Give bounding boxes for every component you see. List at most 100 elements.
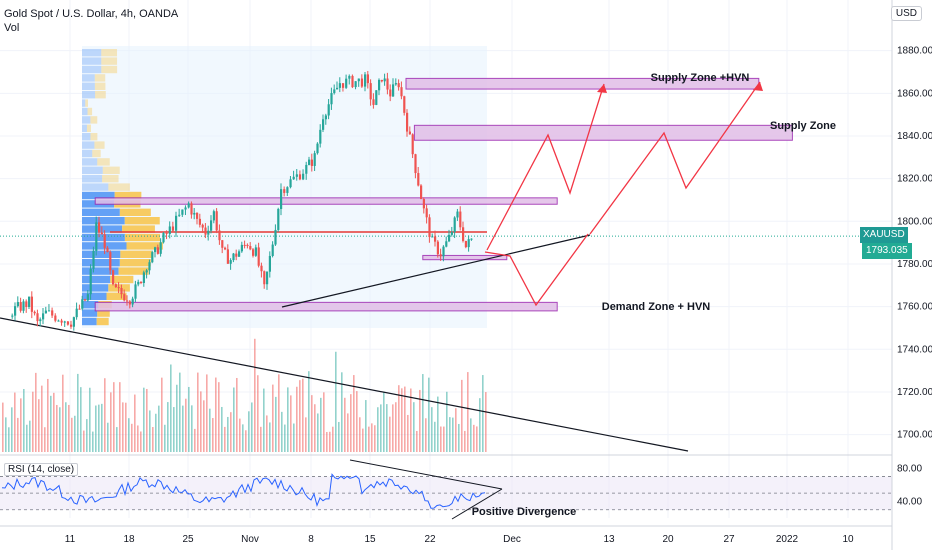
price-tag-value: 1793.035 — [862, 243, 912, 259]
volume-bar — [89, 387, 91, 452]
candle-down — [436, 241, 439, 255]
volume-bar — [323, 392, 325, 452]
candle-up — [289, 179, 292, 188]
candle-up — [383, 78, 386, 82]
candle-up — [89, 268, 92, 295]
price-tick-label: 1860.00 — [897, 88, 932, 99]
candle-down — [283, 189, 286, 193]
candle-up — [467, 239, 470, 248]
volume-bar — [86, 419, 88, 452]
candle-down — [369, 83, 372, 100]
volume-bar — [209, 408, 211, 452]
profile-row-up — [82, 292, 107, 300]
candle-up — [232, 253, 235, 261]
volume-bar — [116, 427, 118, 452]
volume-bar — [254, 338, 256, 452]
candle-down — [257, 247, 260, 266]
volume-bar — [98, 404, 100, 452]
candle-down — [221, 240, 224, 248]
candle-up — [137, 281, 140, 285]
profile-row-down — [120, 250, 152, 258]
volume-bar — [317, 413, 319, 452]
candle-down — [128, 301, 131, 305]
candle-up — [327, 104, 330, 116]
rsi-panel — [0, 459, 892, 520]
candle-down — [196, 212, 199, 219]
volume-bar — [365, 400, 367, 452]
volume-bar — [269, 422, 271, 452]
candle-up — [280, 189, 283, 210]
projection-arrows — [484, 81, 763, 307]
candle-up — [86, 294, 89, 301]
candle-down — [464, 240, 467, 248]
candle-down — [389, 89, 392, 97]
candle-down — [380, 79, 383, 82]
candle-up — [456, 211, 459, 218]
chart-title: Gold Spot / U.S. Dollar, 4h, OANDA — [4, 8, 179, 20]
volume-bar — [347, 413, 349, 452]
candle-up — [44, 310, 47, 314]
profile-row-up — [82, 166, 103, 174]
volume-bar — [449, 417, 451, 452]
candle-up — [324, 115, 327, 120]
volume-bar — [293, 423, 295, 452]
profile-row-up — [82, 49, 102, 57]
candle-up — [11, 315, 14, 317]
volume-bar — [35, 372, 37, 452]
candle-down — [226, 249, 229, 264]
volume-bar — [125, 402, 127, 452]
zone-box — [422, 254, 508, 261]
volume-bar — [212, 418, 214, 452]
volume-bar — [188, 386, 190, 452]
volume-bar — [38, 399, 40, 452]
candle-down — [417, 173, 420, 186]
time-tick-label: 22 — [424, 534, 436, 545]
volume-bar — [251, 402, 253, 452]
candle-up — [453, 217, 456, 233]
volume-bar — [383, 391, 385, 452]
profile-row-up — [82, 317, 97, 326]
volume-bar — [329, 431, 331, 452]
volume-bar — [314, 404, 316, 452]
volume-bar — [467, 372, 469, 452]
volume-bar — [161, 377, 163, 452]
candle-down — [366, 74, 369, 84]
profile-row-up — [82, 141, 95, 149]
candle-up — [229, 260, 232, 264]
candle-down — [235, 253, 238, 257]
profile-row-up — [82, 149, 93, 158]
candle-up — [154, 247, 157, 253]
candle-down — [263, 271, 266, 285]
profile-row-down — [94, 82, 106, 90]
candle-up — [14, 306, 17, 316]
volume-bar — [443, 426, 445, 452]
projection-path-1 — [484, 233, 589, 307]
currency-button[interactable]: USD — [890, 6, 922, 21]
volume-bar — [461, 379, 463, 452]
candle-down — [218, 230, 221, 241]
time-tick-label: 25 — [182, 534, 194, 545]
price-tick-label: 1760.00 — [897, 302, 932, 313]
volume-bar — [320, 397, 322, 452]
volume-bar — [8, 427, 10, 452]
volume-bar — [146, 388, 148, 452]
profile-row-down — [92, 149, 101, 158]
candle-up — [266, 271, 269, 285]
candle-up — [238, 251, 241, 257]
volume-bar — [362, 428, 364, 452]
candle-down — [123, 294, 126, 301]
price-tick-label: 1840.00 — [897, 131, 932, 142]
candle-down — [400, 87, 403, 97]
candle-up — [131, 298, 134, 305]
volume-bar — [350, 394, 352, 452]
ascending-trendline — [281, 234, 591, 308]
volume-bar — [284, 424, 286, 452]
volume-bar — [245, 430, 247, 452]
profile-row-down — [101, 49, 118, 57]
profile-row-up — [82, 267, 119, 275]
volume-bar — [485, 392, 487, 452]
volume-bar — [464, 430, 466, 452]
